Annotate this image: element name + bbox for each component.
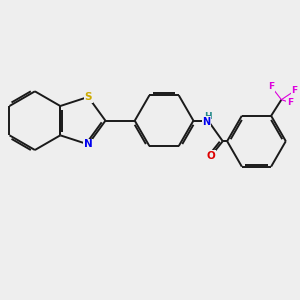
Text: H: H xyxy=(204,112,212,121)
Text: F: F xyxy=(287,98,293,107)
Text: F: F xyxy=(292,86,298,95)
Text: O: O xyxy=(207,151,215,161)
Text: S: S xyxy=(84,92,92,102)
Text: N: N xyxy=(202,117,211,127)
Text: F: F xyxy=(268,82,274,91)
Text: N: N xyxy=(84,140,93,149)
